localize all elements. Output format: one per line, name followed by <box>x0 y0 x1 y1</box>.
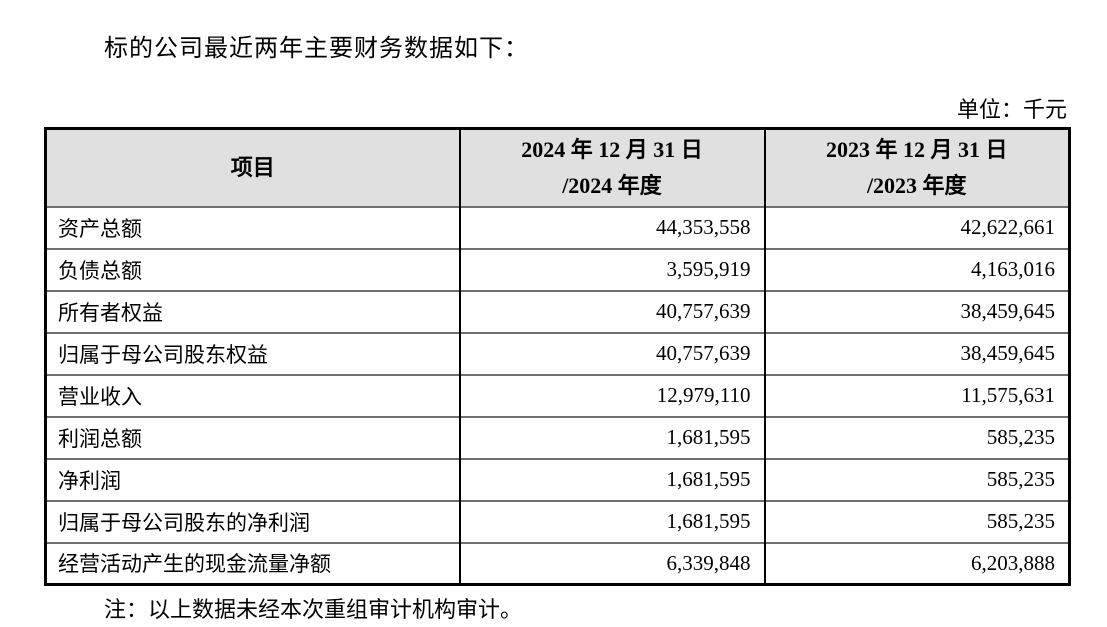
value-2024-cell: 44,353,558 <box>458 205 765 249</box>
header-2023-line2: /2023 年度 <box>866 172 967 198</box>
table-row: 净利润 1,681,595 585,235 <box>45 457 1070 501</box>
value-2024-cell: 40,757,639 <box>458 289 765 333</box>
item-cell: 资产总额 <box>45 205 460 249</box>
item-cell: 负债总额 <box>45 247 460 291</box>
header-cell-2023: 2023 年 12 月 31 日 /2023 年度 <box>763 128 1070 207</box>
table-body: 资产总额 44,353,558 42,622,661 负债总额 3,595,91… <box>45 205 1070 585</box>
value-2024-cell: 12,979,110 <box>458 373 765 417</box>
value-2023-cell: 42,622,661 <box>763 205 1070 249</box>
table-row: 经营活动产生的现金流量净额 6,339,848 6,203,888 <box>45 541 1070 585</box>
value-2023-cell: 4,163,016 <box>763 247 1070 291</box>
value-2023-cell: 585,235 <box>763 499 1070 543</box>
header-2023-line1: 2023 年 12 月 31 日 <box>825 136 1008 162</box>
header-row: 项目 2024 年 12 月 31 日 /2024 年度 2023 年 12 月… <box>45 128 1070 207</box>
table-row: 所有者权益 40,757,639 38,459,645 <box>45 289 1070 333</box>
unit-label: 单位：千元 <box>956 97 1067 122</box>
value-2024-cell: 1,681,595 <box>458 457 765 501</box>
table-row: 归属于母公司股东的净利润 1,681,595 585,235 <box>45 499 1070 543</box>
value-2024-cell: 1,681,595 <box>458 415 765 459</box>
header-2024-line2: /2024 年度 <box>562 172 662 198</box>
item-cell: 营业收入 <box>45 373 460 417</box>
table-row: 利润总额 1,681,595 585,235 <box>45 415 1070 459</box>
item-cell: 归属于母公司股东权益 <box>45 331 460 375</box>
table-row: 归属于母公司股东权益 40,757,639 38,459,645 <box>45 331 1070 375</box>
table-row: 负债总额 3,595,919 4,163,016 <box>45 247 1070 291</box>
table-header: 项目 2024 年 12 月 31 日 /2024 年度 2023 年 12 月… <box>45 128 1070 207</box>
financial-table: 项目 2024 年 12 月 31 日 /2024 年度 2023 年 12 月… <box>44 127 1071 586</box>
header-cell-item: 项目 <box>45 128 460 207</box>
value-2024-cell: 40,757,639 <box>458 331 765 375</box>
value-2023-cell: 38,459,645 <box>763 331 1070 375</box>
header-cell-2024: 2024 年 12 月 31 日 /2024 年度 <box>458 128 765 207</box>
table-row: 资产总额 44,353,558 42,622,661 <box>45 205 1070 249</box>
page-title: 标的公司最近两年主要财务数据如下： <box>104 36 529 62</box>
header-2024-line1: 2024 年 12 月 31 日 <box>521 136 703 162</box>
value-2024-cell: 6,339,848 <box>458 541 765 585</box>
item-cell: 净利润 <box>45 457 460 501</box>
value-2023-cell: 11,575,631 <box>763 373 1070 417</box>
value-2023-cell: 6,203,888 <box>763 541 1070 585</box>
item-cell: 所有者权益 <box>45 289 460 333</box>
value-2023-cell: 38,459,645 <box>763 289 1070 333</box>
item-cell: 经营活动产生的现金流量净额 <box>45 541 460 585</box>
value-2024-cell: 3,595,919 <box>458 247 765 291</box>
item-cell: 利润总额 <box>45 415 460 459</box>
table-row: 营业收入 12,979,110 11,575,631 <box>45 373 1070 417</box>
value-2023-cell: 585,235 <box>763 415 1070 459</box>
footnote: 注：以上数据未经本次重组审计机构审计。 <box>104 597 523 622</box>
item-cell: 归属于母公司股东的净利润 <box>45 499 460 543</box>
value-2024-cell: 1,681,595 <box>458 499 765 543</box>
value-2023-cell: 585,235 <box>763 457 1070 501</box>
